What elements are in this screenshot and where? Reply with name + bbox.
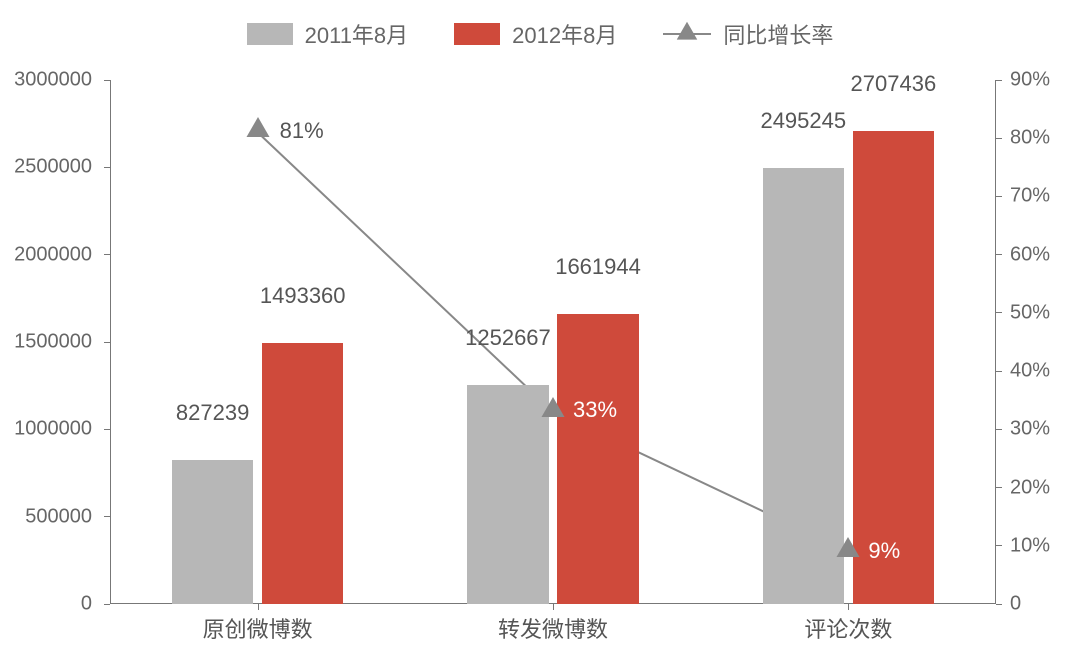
y-left-tick: 1500000	[14, 331, 92, 354]
y-left-tickmark	[104, 429, 110, 430]
legend-label: 2011年8月	[305, 18, 409, 50]
y-right-tickmark	[996, 80, 1002, 81]
bar-value-label: 2495245	[760, 108, 846, 138]
legend-item: 2012年8月	[454, 18, 617, 50]
triangle-marker-icon	[542, 397, 565, 422]
y-right-tickmark	[996, 196, 1002, 197]
y-left-tickmark	[104, 80, 110, 81]
y-right-tick: 80%	[1010, 127, 1050, 150]
category-label: 评论次数	[804, 612, 892, 644]
bar-value-label: 1252667	[465, 325, 551, 355]
bar	[853, 131, 934, 604]
legend-item: 2011年8月	[247, 18, 409, 50]
bar-value-label: 1661944	[555, 254, 641, 284]
growth-label: 9%	[868, 538, 900, 564]
y-right-tickmark	[996, 138, 1002, 139]
bar-value-label: 1493360	[260, 283, 346, 313]
y-left-tick: 0	[81, 593, 92, 616]
y-right-tickmark	[996, 604, 1002, 605]
legend-label: 同比增长率	[723, 18, 833, 50]
plot-area: 原创微博数8272391493360转发微博数12526671661944评论次…	[110, 80, 996, 604]
y-right-tickmark	[996, 545, 1002, 546]
x-tickmark	[553, 604, 554, 610]
category-label: 转发微博数	[498, 612, 608, 644]
y-right-tickmark	[996, 487, 1002, 488]
bar	[467, 385, 548, 604]
growth-label: 33%	[573, 397, 617, 423]
triangle-marker-icon	[837, 537, 860, 562]
y-right-tickmark	[996, 429, 1002, 430]
bar	[262, 343, 343, 604]
y-left-tickmark	[104, 604, 110, 605]
y-right-tick: 0	[1010, 593, 1021, 616]
y-left-tick: 3000000	[14, 69, 92, 92]
y-left-tick: 2000000	[14, 243, 92, 266]
y-left-axis	[110, 80, 111, 604]
y-right-tick: 50%	[1010, 301, 1050, 324]
x-tickmark	[258, 604, 259, 610]
y-right-tick: 30%	[1010, 418, 1050, 441]
y-right-axis	[995, 80, 996, 604]
y-left-tick-labels: 0500000100000015000002000000250000030000…	[0, 80, 110, 604]
y-left-tick: 500000	[25, 505, 92, 528]
y-right-tick: 90%	[1010, 69, 1050, 92]
y-left-tick: 1000000	[14, 418, 92, 441]
legend-label: 2012年8月	[512, 18, 617, 50]
y-right-tick: 60%	[1010, 243, 1050, 266]
legend: 2011年8月 2012年8月 同比增长率	[0, 18, 1080, 50]
category-label: 原创微博数	[203, 612, 313, 644]
y-right-tickmark	[996, 371, 1002, 372]
y-right-tick-labels: 010%20%30%40%50%60%70%80%90%	[996, 80, 1080, 604]
y-left-tickmark	[104, 516, 110, 517]
y-left-tickmark	[104, 342, 110, 343]
legend-line-swatch	[663, 33, 711, 35]
bar-value-label: 2707436	[851, 71, 937, 101]
legend-swatch	[247, 23, 293, 45]
bar	[763, 168, 844, 604]
y-left-tick: 2500000	[14, 156, 92, 179]
y-right-tick: 70%	[1010, 185, 1050, 208]
legend-swatch	[454, 23, 500, 45]
y-right-tick: 20%	[1010, 476, 1050, 499]
bar	[172, 460, 253, 604]
x-tickmark	[848, 604, 849, 610]
y-right-tickmark	[996, 254, 1002, 255]
y-right-tick: 40%	[1010, 360, 1050, 383]
bar	[557, 314, 638, 604]
y-right-tick: 10%	[1010, 534, 1050, 557]
weibo-bar-line-chart: 2011年8月 2012年8月 同比增长率 0 500000 1000000 150000…	[0, 0, 1080, 652]
y-left-tickmark	[104, 167, 110, 168]
legend-item: 同比增长率	[663, 18, 833, 50]
bar-value-label: 827239	[176, 400, 249, 430]
growth-label: 81%	[280, 118, 324, 144]
triangle-marker-icon	[246, 117, 269, 142]
y-right-tickmark	[996, 312, 1002, 313]
y-left-tickmark	[104, 254, 110, 255]
